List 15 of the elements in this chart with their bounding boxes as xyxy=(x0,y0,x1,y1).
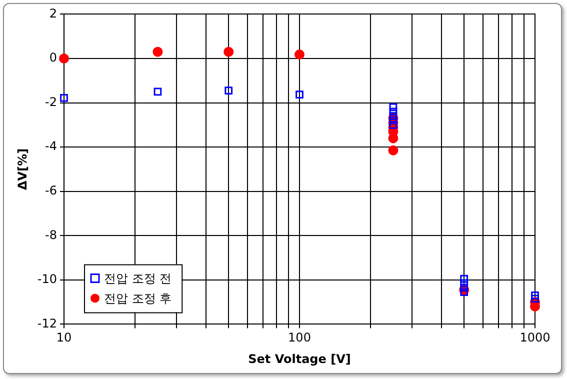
y-tick-label: 0 xyxy=(49,50,57,65)
y-axis-title: ΔV[%] xyxy=(15,148,30,190)
legend-label: 전압 조정 전 xyxy=(104,271,172,286)
y-tick-label: -4 xyxy=(45,139,57,154)
y-tick-label: -6 xyxy=(45,183,57,198)
legend-label: 전압 조정 후 xyxy=(104,291,172,306)
y-tick-label: 2 xyxy=(49,6,57,20)
x-tick-label: 10 xyxy=(56,330,72,345)
y-tick-label: -12 xyxy=(37,316,57,330)
y-tick-label: -10 xyxy=(37,272,57,286)
y-tick-label: -8 xyxy=(45,228,57,242)
x-axis-title: Set Voltage [V] xyxy=(248,352,351,366)
y-tick-label: -2 xyxy=(45,94,57,109)
x-tick-label: 1000 xyxy=(520,330,550,345)
x-tick-label: 100 xyxy=(288,330,311,345)
